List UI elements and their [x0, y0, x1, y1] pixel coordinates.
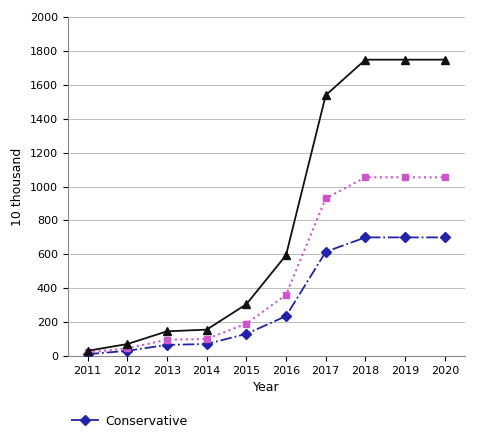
Y-axis label: 10 thousand: 10 thousand [11, 148, 24, 226]
Legend: Conservative, Average, Aggressive: Conservative, Average, Aggressive [66, 410, 192, 434]
X-axis label: Year: Year [253, 381, 280, 394]
